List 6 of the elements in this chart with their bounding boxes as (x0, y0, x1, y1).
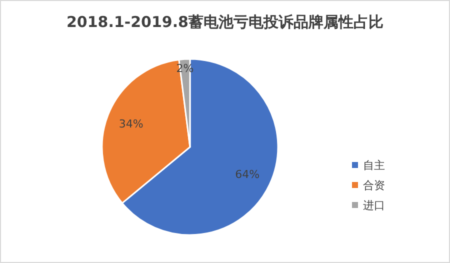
legend-label: 自主 (363, 159, 385, 172)
legend-label: 合资 (363, 179, 385, 192)
chart-title: 2018.1-2019.8蓄电池亏电投诉品牌属性占比 (66, 13, 384, 31)
data-label: 34% (118, 118, 144, 131)
data-label: 64% (235, 168, 260, 181)
legend-label: 进口 (363, 199, 385, 212)
